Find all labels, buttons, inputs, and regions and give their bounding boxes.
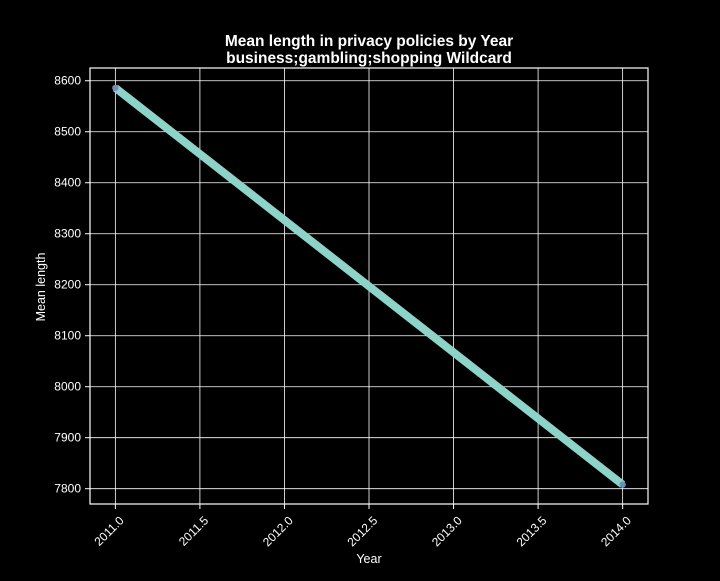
grid-lines	[90, 68, 648, 504]
data-point	[619, 481, 626, 488]
y-axis-label: Mean length	[34, 253, 48, 322]
y-tick-label: 8300	[54, 227, 81, 241]
y-tick-label: 7800	[54, 482, 81, 496]
y-tick-label: 8600	[54, 74, 81, 88]
y-tick-label: 8200	[54, 278, 81, 292]
x-tick-label: 2013.0	[429, 513, 465, 549]
series-line	[112, 84, 626, 488]
chart-title: Mean length in privacy policies by Year	[225, 33, 513, 50]
y-tick-label: 8500	[54, 125, 81, 139]
y-tick-label: 8100	[54, 329, 81, 343]
x-tick-label: 2012.5	[344, 513, 380, 549]
data-point	[112, 84, 119, 92]
y-tick-label: 8000	[54, 380, 81, 394]
x-tick-label: 2011.5	[176, 513, 211, 548]
x-tick-label: 2011.0	[91, 513, 126, 548]
x-axis-label: Year	[356, 552, 381, 566]
y-tick-label: 7900	[54, 431, 81, 445]
x-tick-label: 2013.5	[514, 513, 550, 549]
axis-ticks: 2011.0 2011.5 2012.0 2012.5 2013.0 2013.5 2014…	[54, 74, 634, 550]
x-tick-label: 2014.0	[598, 513, 634, 549]
y-tick-label: 8400	[54, 176, 81, 190]
series-layer	[112, 84, 626, 488]
chart-subtitle: business;gambling;shopping Wildcard	[226, 50, 512, 67]
x-tick-label: 2012.0	[260, 513, 296, 549]
